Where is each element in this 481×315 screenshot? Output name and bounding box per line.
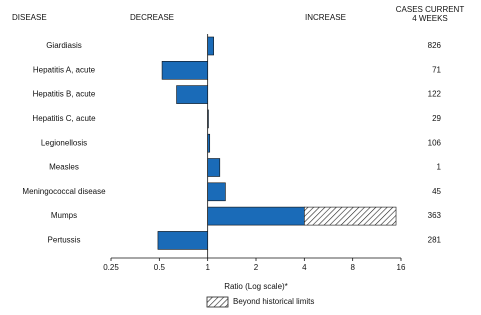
- header-cases: 4 WEEKS: [412, 14, 448, 23]
- x-tick-label: 0.25: [103, 263, 119, 272]
- bar: [207, 182, 226, 202]
- x-axis-label: Ratio (Log scale)*: [224, 282, 288, 291]
- cases-value: 363: [428, 211, 442, 220]
- header-disease: DISEASE: [12, 13, 47, 22]
- cases-value: 71: [432, 65, 441, 74]
- cases-value: 122: [428, 90, 442, 99]
- bar: [207, 133, 211, 153]
- bar: [176, 85, 208, 104]
- cases-value: 826: [428, 41, 442, 50]
- header-increase: INCREASE: [305, 13, 346, 22]
- bar: [207, 206, 305, 226]
- bar-beyond-limits: [304, 206, 397, 226]
- bar: [207, 109, 209, 129]
- category-label: Meningococcal disease: [22, 187, 106, 196]
- header-cases: CASES CURRENT: [396, 5, 465, 14]
- header-decrease: DECREASE: [130, 13, 174, 22]
- category-label: Measles: [49, 163, 79, 172]
- x-tick-label: 2: [254, 263, 259, 272]
- category-label: Giardiasis: [46, 41, 82, 50]
- x-tick-label: 4: [302, 263, 307, 272]
- bar: [207, 158, 221, 177]
- cases-value: 106: [428, 138, 442, 147]
- bar: [207, 36, 214, 56]
- legend-swatch: [206, 296, 229, 308]
- category-label: Mumps: [51, 211, 77, 220]
- legend-label: Beyond historical limits: [233, 297, 314, 306]
- bar: [157, 231, 208, 250]
- x-tick-label: 0.5: [154, 263, 166, 272]
- category-label: Hepatitis C, acute: [32, 114, 96, 123]
- cases-value: 281: [428, 236, 442, 245]
- cases-value: 1: [437, 163, 442, 172]
- cases-value: 29: [432, 114, 441, 123]
- category-label: Hepatitis B, acute: [33, 90, 96, 99]
- category-label: Hepatitis A, acute: [33, 65, 96, 74]
- x-tick-label: 8: [350, 263, 355, 272]
- category-label: Pertussis: [48, 236, 81, 245]
- x-tick-label: 16: [397, 263, 406, 272]
- bar: [161, 60, 208, 80]
- category-label: Legionellosis: [41, 138, 87, 147]
- x-tick-label: 1: [205, 263, 210, 272]
- cases-value: 45: [432, 187, 441, 196]
